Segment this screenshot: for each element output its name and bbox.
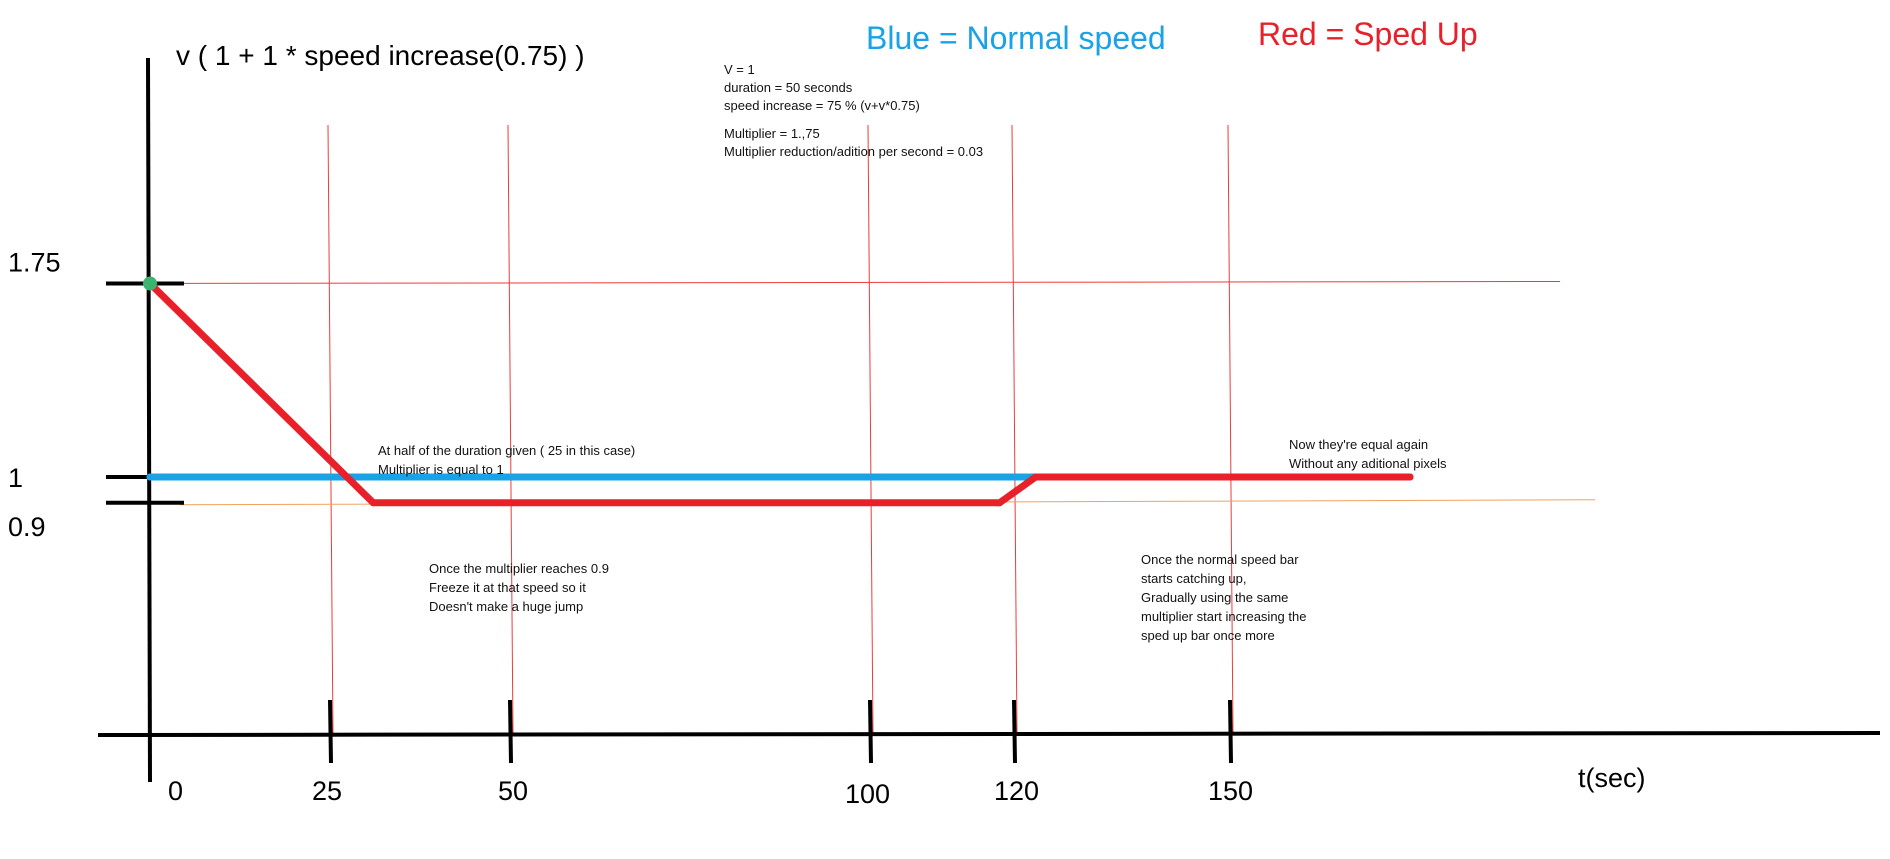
series-group bbox=[143, 276, 1414, 507]
y-tick-label-1.75: 1.75 bbox=[8, 248, 61, 278]
x-tick-mark-120 bbox=[1012, 699, 1017, 764]
series-1-point-3 bbox=[1032, 473, 1040, 481]
annotation-catch-line-2: Gradually using the same bbox=[1141, 590, 1288, 605]
chart-title: v ( 1 + 1 * speed increase(0.75) ) bbox=[176, 40, 585, 71]
y-tick-label-1: 1 bbox=[8, 463, 23, 493]
series-1-point-2 bbox=[996, 499, 1004, 507]
guide-lines bbox=[109, 124, 1596, 736]
x-tick-mark-25 bbox=[328, 699, 333, 764]
info-line-0: V = 1 bbox=[724, 62, 755, 77]
start-point-marker bbox=[143, 276, 157, 291]
annotation-half-line-1: Multiplier is equal to 1 bbox=[378, 462, 504, 477]
x-tick-mark-100 bbox=[868, 699, 873, 764]
x-axis-line bbox=[97, 731, 1881, 737]
y-guide-line-1.75 bbox=[109, 281, 1561, 284]
x-axis-label: t(sec) bbox=[1578, 763, 1646, 793]
annotation-equal-line-1: Without any aditional pixels bbox=[1289, 456, 1447, 471]
info-line-4: Multiplier reduction/adition per second … bbox=[724, 144, 983, 159]
series-1-point-4 bbox=[1406, 473, 1414, 481]
x-tick-label-100: 100 bbox=[845, 779, 890, 809]
x-guide-line-150 bbox=[1227, 124, 1234, 736]
axes bbox=[97, 57, 1881, 783]
x-tick-mark-150 bbox=[1228, 699, 1233, 764]
x-guide-line-100 bbox=[867, 124, 874, 736]
legend-normal-speed: Blue = Normal speed bbox=[866, 20, 1166, 56]
x-tick-label-25: 25 bbox=[312, 776, 342, 806]
y-tick-label-0.9: 0.9 bbox=[8, 512, 46, 542]
x-tick-mark-50 bbox=[508, 699, 513, 764]
x-tick-label-50: 50 bbox=[498, 776, 528, 806]
series-0-point-0 bbox=[146, 473, 154, 481]
annotation-catch-line-4: sped up bar once more bbox=[1141, 628, 1275, 643]
legend-sped-up: Red = Sped Up bbox=[1258, 16, 1478, 52]
info-line-1: duration = 50 seconds bbox=[724, 80, 853, 95]
annotation-half-line-0: At half of the duration given ( 25 in th… bbox=[378, 443, 635, 458]
x-guide-line-120 bbox=[1011, 124, 1018, 736]
x-tick-label-120: 120 bbox=[994, 776, 1039, 806]
annotation-freeze-line-0: Once the multiplier reaches 0.9 bbox=[429, 561, 609, 576]
annotation-catch-line-1: starts catching up, bbox=[1141, 571, 1247, 586]
annotations: V = 1 duration = 50 seconds speed increase… bbox=[378, 62, 1447, 643]
x-tick-label-150: 150 bbox=[1208, 776, 1253, 806]
x-guide-line-50 bbox=[507, 124, 514, 736]
info-line-2: speed increase = 75 % (v+v*0.75) bbox=[724, 98, 920, 113]
annotation-catch-line-0: Once the normal speed bar bbox=[1141, 552, 1299, 567]
annotation-freeze-line-1: Freeze it at that speed so it bbox=[429, 580, 586, 595]
labels: v ( 1 + 1 * speed increase(0.75) ) t(sec… bbox=[176, 16, 1646, 793]
annotation-freeze-line-2: Doesn't make a huge jump bbox=[429, 599, 583, 614]
tick-labels: 0 25 50 100 120 150 1.75 1 0.9 bbox=[8, 248, 1253, 810]
series-line-1 bbox=[146, 280, 1414, 507]
x-guide-line-25 bbox=[327, 124, 334, 736]
annotation-equal-line-0: Now they're equal again bbox=[1289, 437, 1428, 452]
annotation-catch-line-3: multiplier start increasing the bbox=[1141, 609, 1306, 624]
info-line-3: Multiplier = 1.,75 bbox=[724, 126, 820, 141]
x-tick-label-0: 0 bbox=[168, 776, 183, 806]
y-axis-line bbox=[146, 57, 152, 783]
series-1-point-1 bbox=[369, 499, 377, 507]
